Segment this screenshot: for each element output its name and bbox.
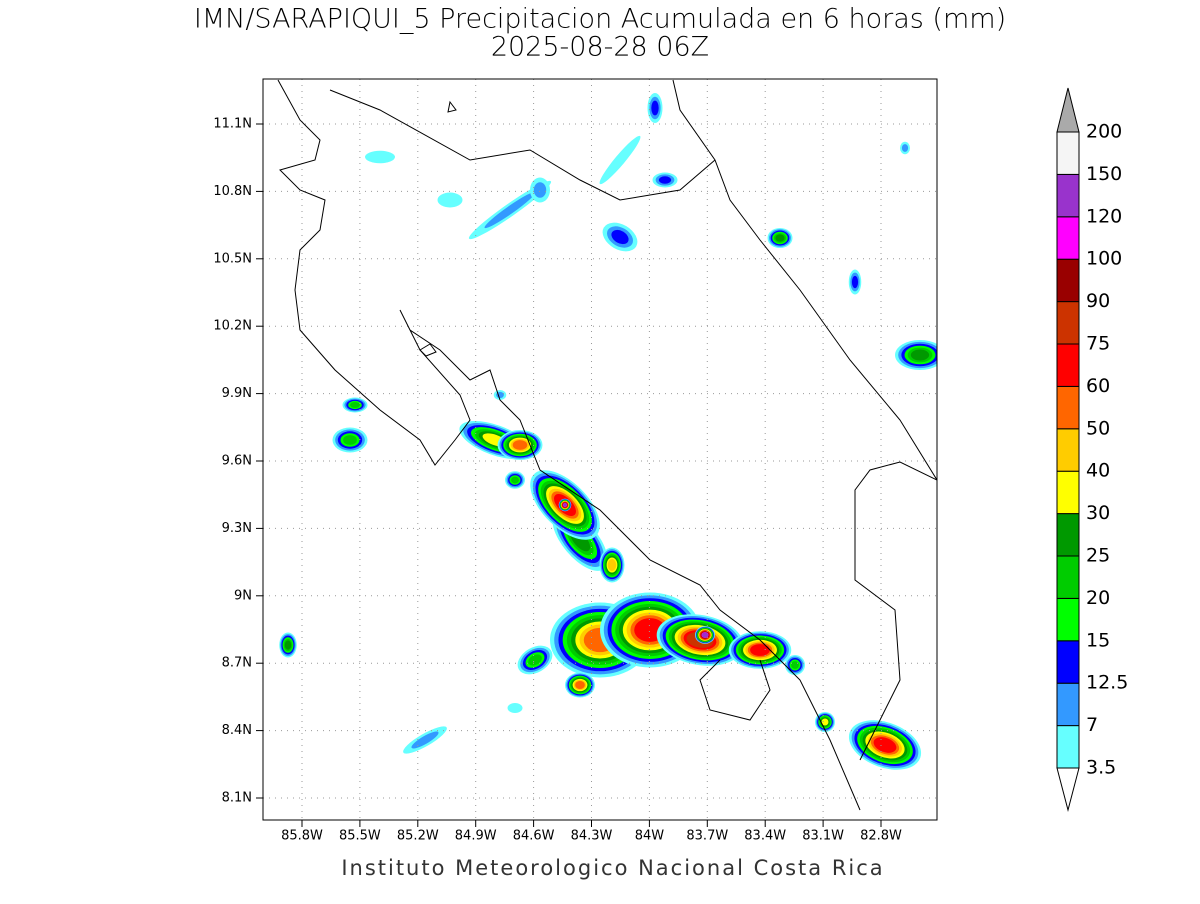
title: IMN/SARAPIQUI_5 Precipitacion Acumulada …: [194, 4, 1006, 35]
rain-cell: [775, 234, 785, 242]
colorbar-box: [1056, 640, 1080, 684]
colorbar-box: [1056, 343, 1080, 387]
rain-cell: [791, 661, 799, 669]
lat-label: 10.8N: [213, 184, 252, 199]
lon-label: 85.2W: [397, 829, 439, 844]
lat-label: 10.5N: [213, 251, 252, 266]
rain-cell: [750, 644, 770, 656]
lon-label: 83.1W: [802, 829, 844, 844]
colorbar-label: 20: [1086, 587, 1110, 609]
colorbar-box: [1056, 428, 1080, 472]
osa-peninsula: [699, 659, 771, 721]
rain-cell: [411, 731, 439, 749]
colorbar-box: [1056, 301, 1080, 345]
lat-label: 8.7N: [222, 656, 252, 671]
lon-label: 82.8W: [860, 829, 902, 844]
rain-cell: [533, 182, 547, 198]
colorbar-box: [1056, 470, 1080, 515]
lat-label: 9.9N: [222, 386, 252, 401]
colorbar-box: [1056, 216, 1080, 260]
colorbar-box: [1056, 173, 1080, 218]
rain-cell: [851, 275, 859, 289]
colorbar-label: 60: [1086, 375, 1110, 397]
rain-cell: [350, 402, 360, 408]
colorbar-label: 12.5: [1086, 672, 1128, 694]
lon-label: 84W: [635, 829, 665, 844]
colorbar-box: [1056, 682, 1080, 727]
colorbar-label: 50: [1086, 417, 1110, 439]
south-border: [854, 461, 937, 761]
lat-label: 9.6N: [222, 454, 252, 469]
rain-cell: [563, 503, 567, 507]
colorbar-label: 150: [1086, 163, 1122, 185]
lat-label: 8.1N: [222, 791, 252, 806]
rain-cell: [901, 144, 909, 152]
pacific-coast: [277, 79, 861, 811]
colorbar-label: 30: [1086, 502, 1110, 524]
rain-cell: [575, 680, 585, 690]
lat-label: 11.1N: [213, 117, 252, 132]
rain-cell: [607, 559, 617, 571]
colorbar-label: 7: [1086, 714, 1098, 736]
coastlines: [277, 79, 937, 811]
lon-label: 83.4W: [744, 829, 786, 844]
rain-cell: [611, 229, 629, 245]
rain-cell: [507, 703, 523, 713]
rain-cell: [511, 476, 519, 484]
colorbar-label: 15: [1086, 629, 1110, 651]
lat-label: 9.3N: [222, 521, 252, 536]
colorbar-label: 25: [1086, 545, 1110, 567]
colorbar-box: [1056, 597, 1080, 642]
rain-cell: [528, 654, 542, 666]
lon-label: 84.3W: [571, 829, 613, 844]
subtitle: 2025-08-28 06Z: [491, 32, 709, 63]
lon-label: 85.8W: [281, 829, 323, 844]
colorbar-label: 90: [1086, 290, 1110, 312]
rain-cell: [651, 100, 659, 116]
precipitation: [279, 93, 937, 770]
colorbar-under: [1056, 767, 1080, 812]
lon-label: 85.5W: [339, 829, 381, 844]
rain-cell: [284, 640, 292, 650]
island: [419, 343, 437, 357]
rain-cell: [702, 632, 708, 638]
rain-cell: [484, 191, 536, 229]
rain-cell: [910, 349, 930, 361]
rain-cell: [658, 176, 672, 184]
caribbean-coast: [672, 79, 937, 481]
colorbar-label: 200: [1086, 121, 1122, 143]
graticule: 11.1N 10.8N 10.5N 10.2N 9.9N 9.6N 9.3N 9N 8.7N 8.…: [213, 79, 937, 844]
lon-label: 83.7W: [686, 829, 728, 844]
islet: [447, 100, 457, 113]
colorbar-box: [1056, 513, 1080, 557]
colorbar-box: [1056, 258, 1080, 303]
colorbar-label: 100: [1086, 248, 1122, 270]
colorbar-label: 75: [1086, 333, 1110, 355]
rain-cell: [512, 440, 528, 450]
lat-label: 8.4N: [222, 723, 252, 738]
lat-label: 10.2N: [213, 319, 252, 334]
colorbar-over: [1056, 87, 1080, 133]
colorbar-box: [1056, 725, 1080, 769]
colorbar-box: [1056, 385, 1080, 430]
rain-cell: [365, 150, 395, 164]
colorbar-label: 3.5: [1086, 757, 1116, 779]
rain-cell: [599, 135, 641, 185]
lat-label: 9N: [234, 588, 252, 603]
colorbar-box: [1056, 555, 1080, 599]
rain-cell: [437, 192, 463, 208]
lon-label: 84.9W: [455, 829, 497, 844]
rain-cell: [821, 718, 829, 726]
colorbar: 3.5 7 12.5 15 20 25 30 40 50 60 75 90 100 120 150 200: [1056, 87, 1128, 812]
colorbar-label: 120: [1086, 205, 1122, 227]
footer: Instituto Meteorologico Nacional Costa R…: [341, 856, 884, 880]
rain-cell: [343, 435, 357, 445]
map-frame: [262, 78, 938, 821]
lon-label: 84.6W: [513, 829, 555, 844]
rain-cell: [873, 737, 897, 753]
colorbar-label: 40: [1086, 460, 1110, 482]
north-border: [329, 89, 716, 201]
colorbar-box: [1056, 131, 1080, 175]
